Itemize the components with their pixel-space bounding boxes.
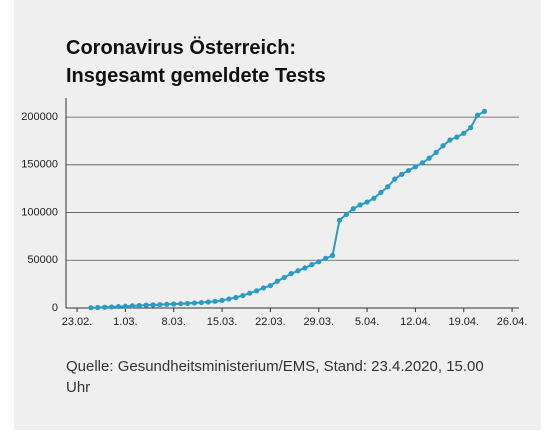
data-point [247, 290, 253, 296]
data-point [281, 274, 287, 281]
data-point [336, 217, 343, 223]
x-tick-label: 19.04. [448, 316, 479, 328]
x-tick-label: 8.03. [161, 316, 185, 328]
data-point [468, 124, 474, 131]
data-point [364, 199, 370, 205]
data-point [309, 261, 315, 268]
data-point [143, 302, 149, 308]
data-point [371, 195, 377, 201]
source-note: Quelle: Gesundheitsministerium/EMS, Stan… [66, 358, 484, 396]
chart-subtitle: Insgesamt gemeldete Tests [66, 65, 326, 87]
data-point [440, 143, 446, 149]
data-point [392, 176, 398, 182]
x-tick-label: 12.04. [400, 316, 431, 328]
data-point [115, 303, 122, 310]
data-point [253, 288, 260, 294]
data-point [108, 304, 115, 310]
chart-title: Coronavirus Österreich: [66, 36, 296, 59]
data-point [474, 112, 481, 118]
data-point [412, 164, 419, 170]
data-point [157, 301, 163, 308]
y-tick-label: 200000 [21, 111, 58, 123]
data-point [447, 137, 453, 143]
data-point [136, 302, 142, 309]
data-point [399, 171, 405, 177]
x-tick-label: 22.03. [255, 316, 286, 328]
data-point [385, 184, 391, 190]
data-point [95, 304, 101, 311]
data-point [350, 206, 356, 212]
data-point [233, 294, 239, 301]
data-point [191, 300, 198, 306]
data-point [205, 299, 211, 305]
data-point [102, 304, 108, 310]
data-point [171, 301, 177, 307]
data-point [219, 297, 225, 303]
data-point [481, 108, 488, 114]
data-point [226, 296, 232, 302]
data-point [267, 282, 274, 289]
data-point [419, 160, 425, 166]
data-point [88, 305, 94, 311]
data-point [295, 268, 301, 274]
data-point [343, 211, 349, 218]
x-tick-label: 15.03. [207, 316, 238, 328]
y-tick-label: 150000 [21, 159, 58, 171]
data-point [178, 301, 184, 307]
data-point [150, 302, 156, 308]
data-point [316, 259, 322, 265]
data-point [323, 255, 329, 261]
data-point [212, 298, 218, 304]
data-point [274, 278, 280, 284]
x-tick-label: 5.04. [355, 316, 379, 328]
data-point [240, 292, 246, 299]
data-point [122, 303, 128, 309]
x-tick-label: 1.03. [113, 316, 137, 328]
data-point [260, 285, 267, 291]
data-point [433, 149, 439, 156]
y-tick-label: 50000 [27, 254, 58, 266]
data-line [90, 110, 485, 309]
data-point [164, 301, 170, 307]
data-point [357, 202, 363, 208]
data-point [184, 300, 191, 307]
data-point [405, 167, 412, 174]
x-tick-label: 23.02. [62, 316, 93, 328]
data-point [288, 271, 294, 277]
data-point [454, 134, 460, 140]
x-tick-label: 26.04. [497, 316, 528, 328]
data-point [378, 189, 384, 196]
data-point [426, 155, 432, 161]
panel [14, 0, 541, 430]
data-point [329, 252, 336, 259]
data-point [129, 303, 135, 309]
x-tick-label: 29.03. [303, 316, 334, 328]
data-point [198, 299, 204, 306]
y-tick-label: 0 [52, 302, 58, 314]
y-tick-label: 100000 [21, 206, 58, 218]
data-point [302, 265, 308, 271]
data-point [461, 130, 467, 136]
